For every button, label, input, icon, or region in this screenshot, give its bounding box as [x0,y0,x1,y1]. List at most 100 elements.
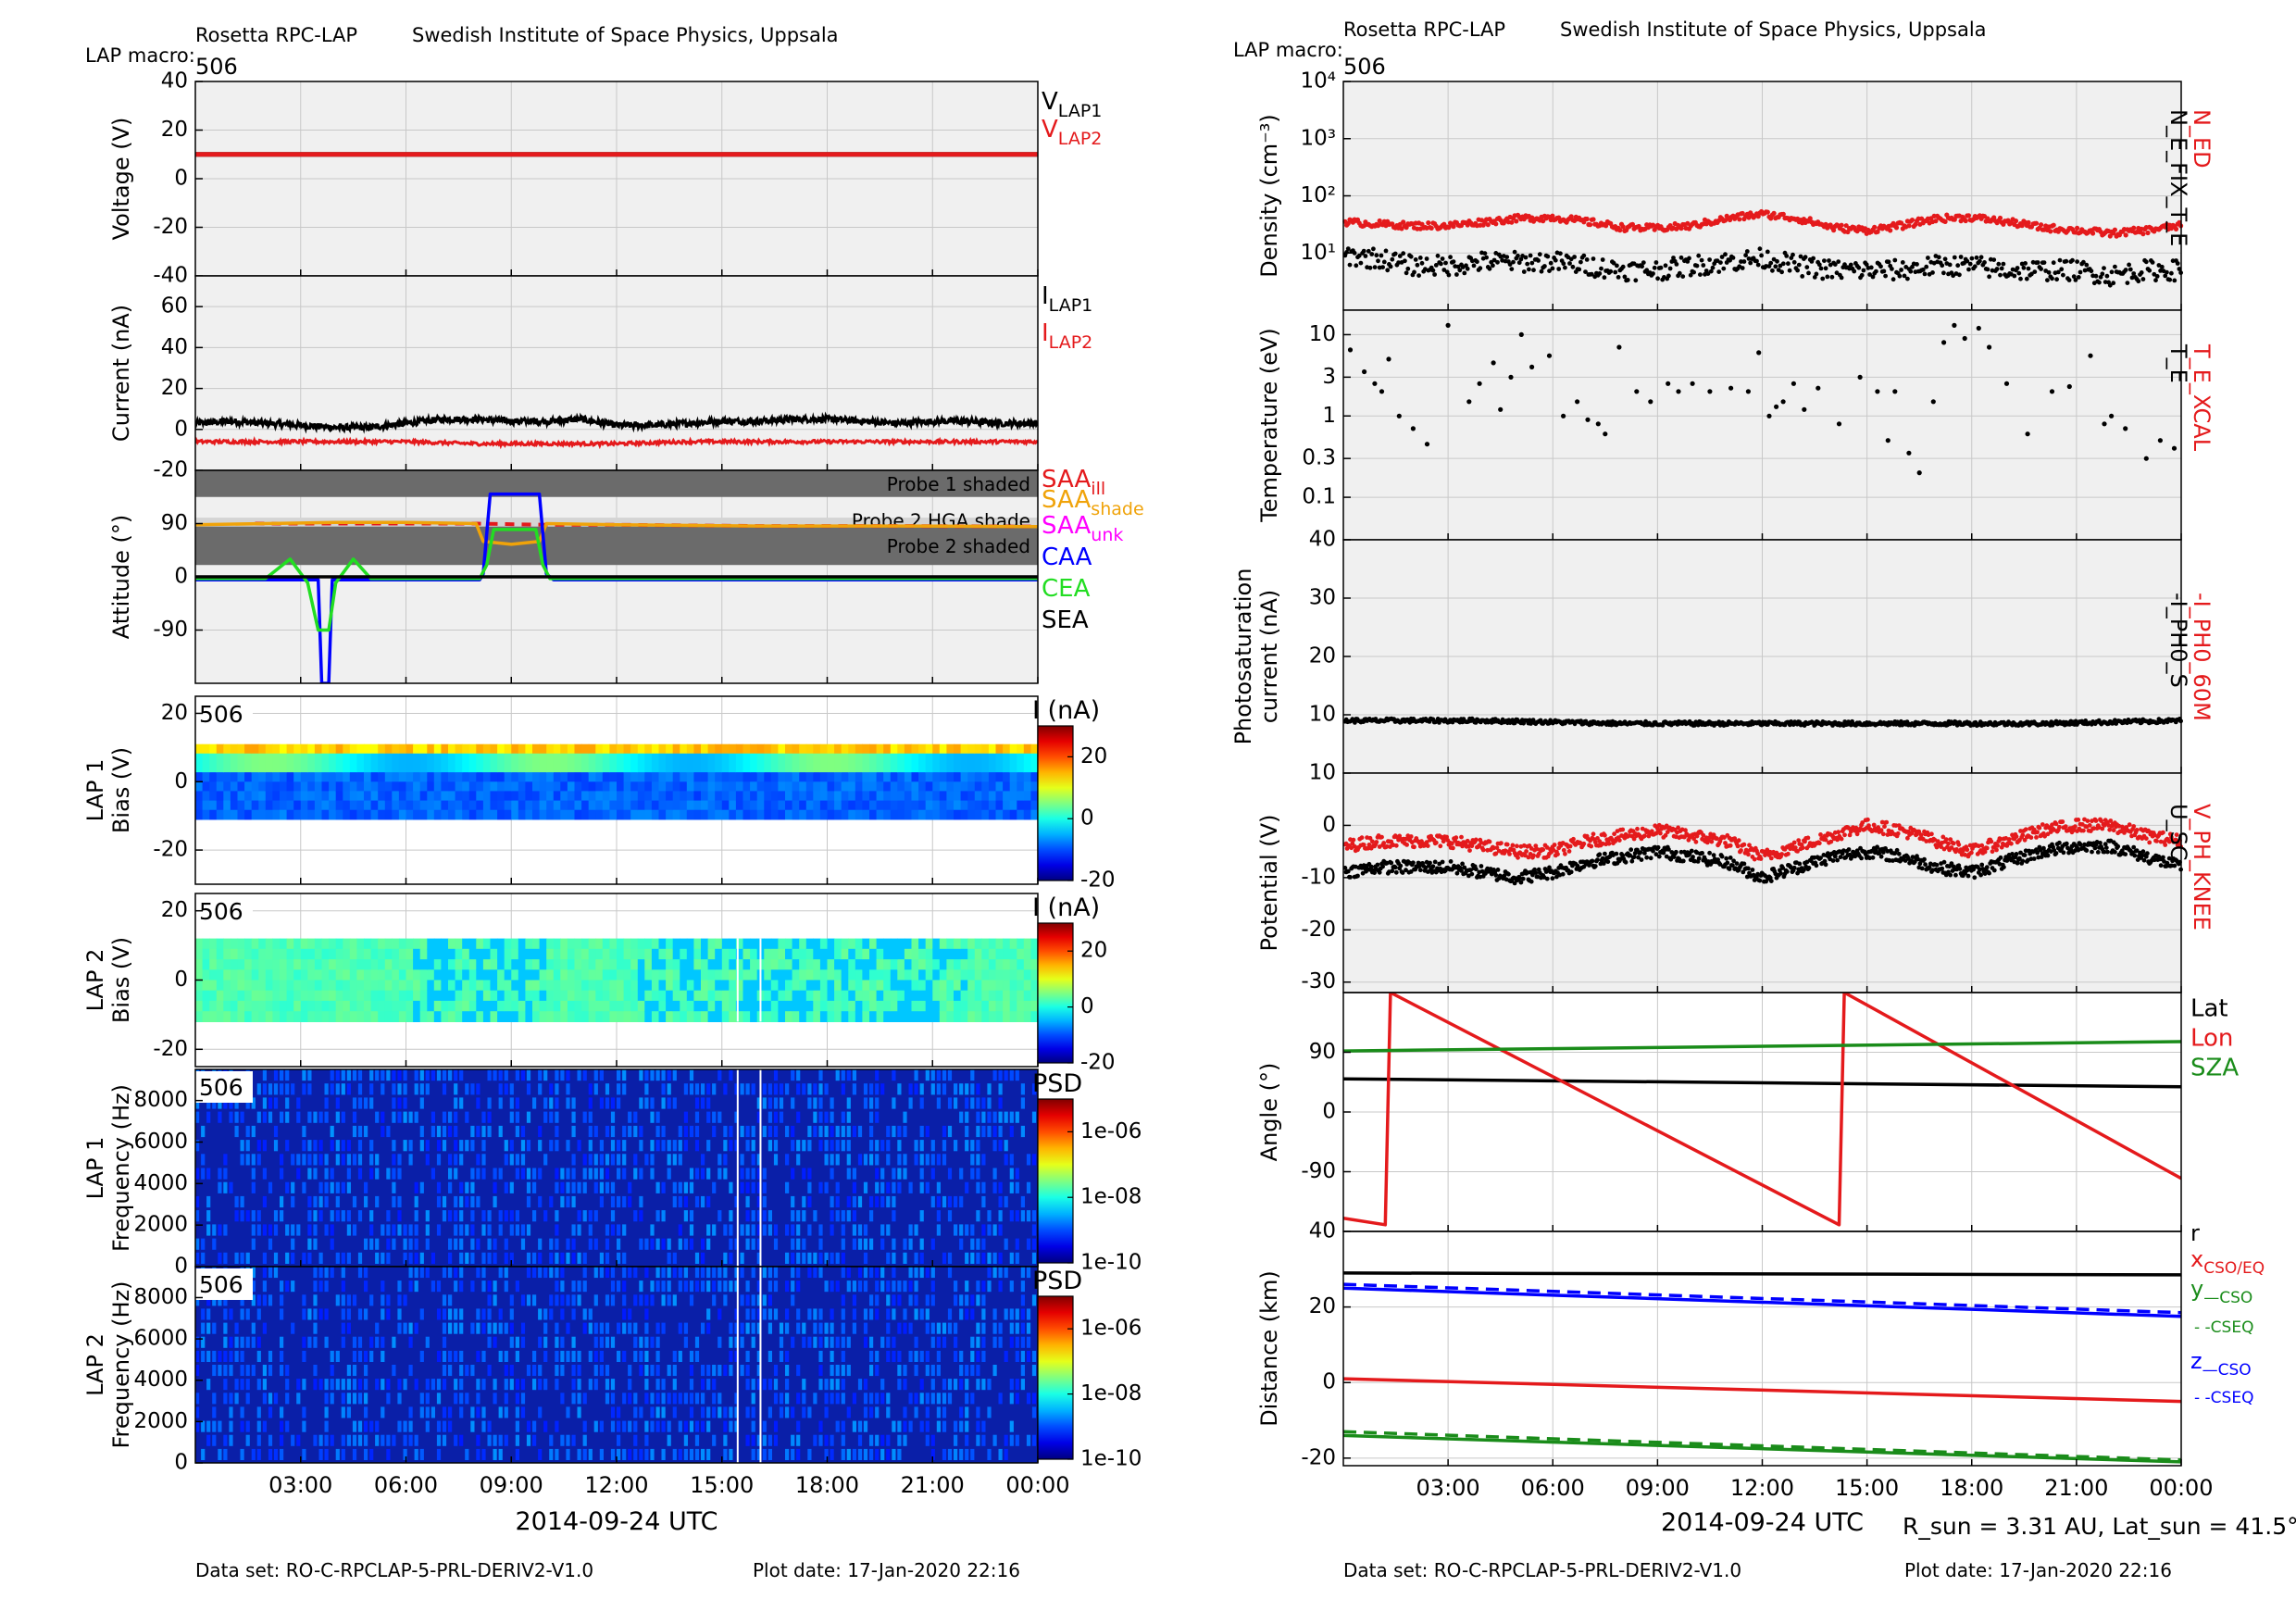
lap1_bias-cell-11-3 [272,772,281,782]
lap2_psd-cell-143-1 [998,1280,1003,1293]
lap2_bias-cell-107-7 [946,1011,955,1022]
lap1_psd-cell-62-6 [543,1154,548,1166]
lap2_psd-cell-86-9 [678,1393,682,1405]
lap1_psd-cell-86-5 [678,1140,682,1152]
lap1_psd-cell-12-7 [262,1168,267,1180]
lap1_psd-cell-84-7 [667,1168,671,1180]
lap2_psd-macro-box [195,1268,253,1300]
lap1_bias-cell-65-0 [651,743,660,755]
lap2_bias-cell-20-4 [335,980,343,992]
lap2_bias-cell-119-7 [1030,1011,1038,1022]
lap2_psd-cell-107-13 [796,1448,801,1460]
lap1_psd-cell-21-12 [313,1238,318,1250]
lap2_bias-cell-64-7 [644,1011,653,1022]
lap1_psd-cell-109-2 [807,1097,812,1109]
lap1_psd-cell-47-8 [459,1181,464,1193]
lap2_bias-cell-17-3 [314,969,323,981]
lap2_psd-cell-75-10 [617,1406,621,1418]
lap1_psd-cell-74-3 [610,1111,616,1123]
lap2_psd-cell-139-8 [976,1379,980,1391]
lap2_psd-cell-119-8 [863,1379,868,1391]
lap2_psd-cell-26-13 [341,1448,345,1460]
lap2_psd-cell-65-9 [560,1393,565,1405]
lap2_bias-cell-38-0 [462,938,470,950]
lap2_psd-cell-76-3 [622,1308,627,1320]
lap1_bias-cell-107-4 [946,781,955,793]
lap1_bias-cell-95-2 [862,763,870,773]
lap1_psd-cell-20-11 [307,1224,312,1236]
lap2_psd-cell-146-8 [1015,1379,1019,1391]
lap1_bias-cell-91-1 [834,753,842,764]
lap2_bias-cell-57-7 [595,1011,604,1022]
lap1_psd-cell-44-9 [442,1195,447,1208]
lap2_bias-cell-91-4 [834,980,842,992]
lap2_bias-cell-103-4 [918,980,927,992]
lap1_psd-cell-76-9 [622,1195,627,1208]
lap1_psd-cell-22-6 [318,1154,323,1166]
lap2_bias-cell-1-6 [202,1000,210,1012]
lap1_bias-cell-35-0 [441,743,449,755]
lap2_bias-cell-45-2 [511,959,519,970]
lap2_psd-cell-149-7 [1031,1365,1037,1377]
lap2_bias-cell-64-2 [644,959,653,970]
lap1_psd-cell-41-5 [425,1140,430,1152]
lap1_psd-cell-143-4 [998,1125,1003,1138]
lap1_psd-cell-54-7 [498,1168,503,1180]
lap2_psd-cell-111-11 [818,1420,823,1432]
lap2_psd-cell-107-4 [796,1322,801,1334]
lap1_psd-cell-11-5 [256,1140,261,1152]
lap1_psd-cell-116-2 [846,1097,851,1109]
lap2_bias-cell-31-0 [413,938,421,950]
lap2_bias-cell-39-7 [468,1011,477,1022]
lap1_psd-cell-45-3 [448,1111,453,1123]
lap1_bias-cell-105-1 [932,753,941,764]
lap1_bias-cell-30-1 [406,753,414,764]
lap1_psd-cell-61-4 [538,1125,543,1138]
lap1_bias-cell-89-2 [819,763,829,773]
lap2_bias-cell-7-5 [244,990,253,1002]
lap2_psd-cell-41-0 [425,1267,430,1279]
lap2_bias-cell-75-1 [721,948,730,960]
lap2_psd-cell-106-5 [791,1336,795,1348]
lap1_psd-cell-24-12 [330,1238,334,1250]
lap1_bias-cell-17-2 [314,763,323,773]
lap2_psd-cell-85-6 [672,1350,677,1362]
lap2_psd-cell-28-5 [352,1336,357,1348]
lap1_psd-cell-5-11 [223,1224,228,1236]
lap2_psd-cell-80-3 [644,1308,649,1320]
lap1_psd-cell-83-12 [661,1238,666,1250]
lap1_bias-cell-9-3 [258,772,267,782]
lap2_bias-cell-83-4 [778,980,786,992]
lap1_psd-cell-140-4 [981,1125,986,1138]
lap1_psd-cell-107-5 [796,1140,801,1152]
lap1_psd-cell-58-7 [520,1168,526,1180]
lap1_bias-cell-102-5 [911,791,919,802]
lap2_bias-cell-90-6 [827,1000,835,1012]
lap1_bias-cell-85-2 [792,763,800,773]
lap2_bias-cell-57-2 [595,959,604,970]
lap1_bias-colorbar-ticklabel-2: -20 [1080,868,1116,893]
lap1_bias-cell-65-4 [651,781,660,793]
lap1_psd-cell-55-8 [504,1181,508,1193]
lap2_psd-cell-100-2 [756,1294,761,1306]
lap2_psd-cell-3-10 [212,1406,217,1418]
lap2_bias-cell-86-3 [799,969,807,981]
lap1_psd-cell-88-0 [689,1069,694,1081]
lap1_bias-cell-88-2 [813,763,821,773]
lap1_psd-cell-60-13 [532,1252,537,1264]
lap1_bias-cell-27-6 [384,800,393,811]
lap2_bias-cell-77-2 [735,959,744,970]
lap1_bias-cell-45-6 [511,800,519,811]
lap2_bias-cell-2-7 [209,1011,218,1022]
lap1_psd-cell-116-0 [846,1069,851,1081]
lap1_psd-cell-117-8 [852,1181,856,1193]
lap1_psd-cell-136-7 [959,1168,964,1180]
lap2_bias-cell-78-2 [742,959,751,970]
lap1_psd-cell-74-6 [610,1154,616,1166]
lap2_psd-cell-69-0 [582,1267,587,1279]
lap1_psd-cell-54-1 [498,1083,503,1095]
lap1_psd-cell-20-0 [307,1069,312,1081]
lap1_psd-cell-137-2 [965,1097,969,1109]
lap1_psd-cell-115-3 [841,1111,845,1123]
